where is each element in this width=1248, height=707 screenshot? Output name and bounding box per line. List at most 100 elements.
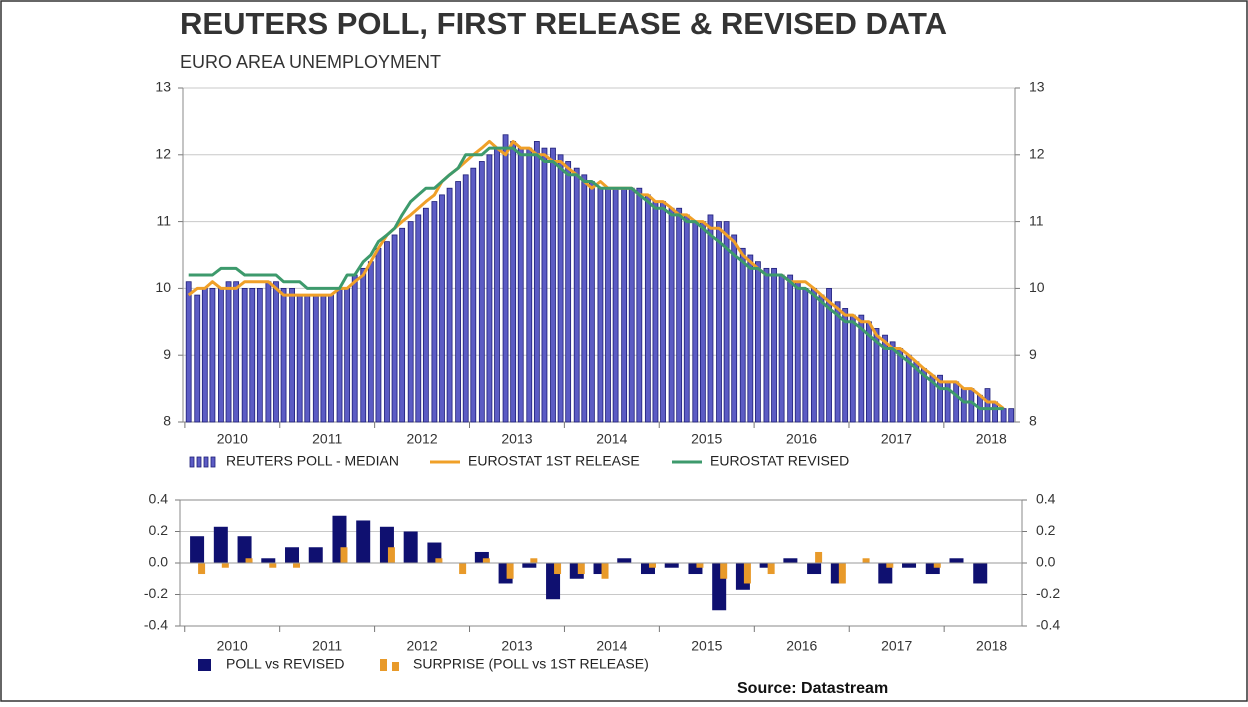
bar — [522, 563, 537, 568]
bar — [431, 201, 438, 423]
bar — [320, 294, 327, 423]
legend-swatch — [203, 456, 209, 468]
x-tick-label: 2014 — [596, 431, 627, 447]
bar — [308, 547, 323, 563]
legend-swatch — [189, 456, 195, 468]
bar — [660, 201, 666, 423]
chart-title: REUTERS POLL, FIRST RELEASE & REVISED DA… — [180, 6, 947, 41]
bar — [763, 267, 770, 423]
bar — [446, 187, 453, 423]
bar — [554, 563, 562, 575]
x-tick-label: 2011 — [312, 638, 342, 654]
bar — [482, 558, 490, 563]
y2-tick-label: 10 — [1029, 279, 1045, 295]
bar — [949, 558, 964, 563]
x-tick-label: 2013 — [501, 431, 532, 447]
bar — [474, 551, 489, 563]
bar — [696, 563, 704, 568]
bar — [237, 536, 252, 563]
bar — [699, 221, 706, 423]
bar — [731, 234, 738, 423]
x-tick-label: 2012 — [406, 431, 437, 447]
x-tick-label: 2016 — [786, 638, 817, 654]
bar — [285, 547, 300, 563]
bar — [889, 341, 896, 423]
bar — [273, 281, 279, 423]
bar — [530, 558, 538, 563]
bar — [356, 520, 371, 563]
bar — [391, 234, 398, 423]
bar — [743, 563, 751, 584]
bar — [340, 547, 348, 563]
y-tick-label: 0.0 — [149, 554, 169, 570]
bar — [636, 187, 643, 423]
x-tick-label: 2016 — [786, 431, 817, 447]
bar — [375, 247, 382, 423]
bar — [902, 563, 917, 568]
bar — [455, 181, 462, 423]
bar — [494, 147, 500, 423]
bar — [573, 167, 580, 423]
x-tick-label: 2015 — [691, 638, 722, 654]
bar — [878, 563, 893, 584]
x-tick-label: 2010 — [217, 431, 248, 447]
bar — [296, 294, 303, 423]
bar — [557, 154, 564, 423]
y-tick-label: 9 — [163, 346, 171, 362]
y-tick-label: 0.2 — [149, 522, 169, 538]
x-tick-label: 2017 — [881, 431, 912, 447]
legend-label: POLL vs REVISED — [226, 656, 345, 672]
bar — [486, 154, 493, 423]
bar — [886, 563, 894, 568]
bar — [336, 287, 343, 423]
bar — [755, 261, 761, 423]
legend-swatch — [210, 456, 216, 468]
y2-tick-label: 11 — [1029, 212, 1044, 228]
y2-tick-label: 0.2 — [1036, 522, 1056, 538]
bar — [628, 187, 635, 423]
bar — [462, 174, 469, 423]
bar — [621, 187, 628, 423]
bar — [190, 536, 205, 563]
bar — [683, 214, 690, 423]
bar — [692, 221, 699, 423]
bar — [201, 287, 208, 423]
y2-tick-label: 0.0 — [1036, 554, 1056, 570]
y-tick-label: 11 — [156, 212, 171, 228]
bar — [858, 314, 865, 423]
bar — [470, 167, 477, 423]
x-tick-label: 2018 — [976, 431, 1007, 447]
legend-swatch — [380, 659, 387, 671]
bar — [415, 214, 422, 423]
bar — [1000, 408, 1007, 423]
bar — [739, 247, 746, 423]
bar — [526, 147, 533, 423]
bar — [968, 388, 975, 423]
bar — [293, 563, 301, 568]
bar — [387, 547, 395, 563]
bar — [261, 558, 276, 563]
y-tick-label: 0.4 — [149, 491, 169, 507]
bar — [407, 221, 414, 423]
bar — [541, 147, 548, 423]
bar — [612, 187, 619, 423]
y2-tick-label: 12 — [1029, 146, 1045, 162]
bar — [787, 274, 794, 423]
x-tick-label: 2017 — [881, 638, 912, 654]
y-tick-label: 8 — [163, 413, 171, 429]
line — [188, 146, 1004, 411]
bar — [399, 227, 406, 423]
bar — [771, 267, 777, 423]
legend-swatch — [392, 662, 399, 671]
legend-label: REUTERS POLL - MEDIAN — [226, 453, 399, 469]
bar — [265, 281, 272, 423]
bar — [233, 281, 240, 423]
bar — [328, 294, 334, 423]
bar — [218, 287, 224, 423]
bar — [767, 563, 775, 575]
source-note: Source: Datastream — [737, 680, 888, 697]
bar — [403, 531, 418, 563]
bar — [351, 274, 358, 423]
bar — [873, 328, 880, 423]
bar — [617, 558, 632, 563]
